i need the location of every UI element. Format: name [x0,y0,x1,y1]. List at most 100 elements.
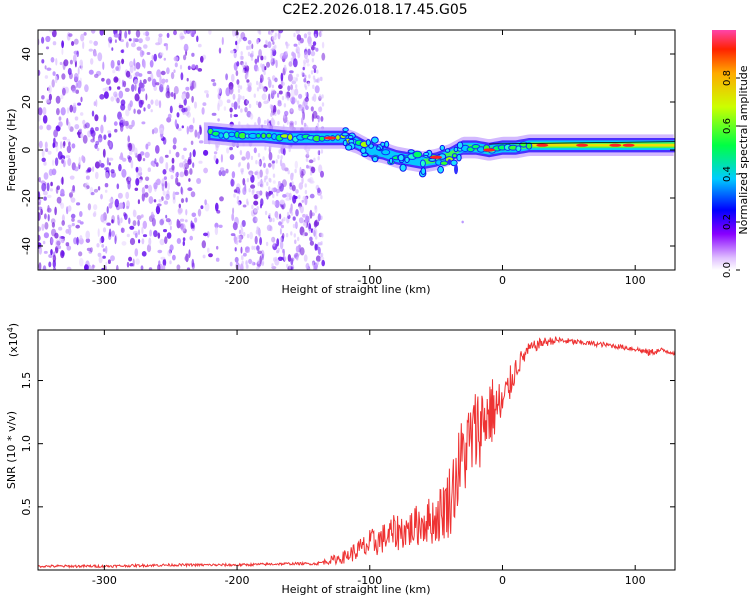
noise-speck [179,171,185,178]
noise-speck [132,209,137,218]
noise-speck [315,235,318,240]
noise-speck [177,207,183,214]
noise-speck [145,36,151,42]
noise-speck [135,61,141,70]
noise-speck [116,264,119,270]
noise-speck [291,80,297,85]
noise-speck [204,199,207,206]
noise-speck [105,245,108,254]
noise-speck [143,44,148,49]
noise-speck [172,144,177,150]
noise-speck [237,201,241,206]
noise-speck [237,84,240,89]
noise-speck [43,196,47,201]
noise-speck [276,109,281,115]
noise-speck [61,176,64,185]
noise-speck [301,101,306,111]
noise-speck [308,74,311,79]
noise-speck [283,216,286,222]
noise-speck [230,113,233,118]
noise-speck [258,49,262,58]
noise-speck [263,178,267,183]
noise-speck [249,45,252,50]
noise-speck [302,232,305,237]
noise-speck [185,209,188,216]
noise-speck [125,41,129,48]
noise-speck [321,259,326,267]
noise-speck [268,190,271,197]
noise-speck [45,148,49,152]
noise-speck [240,108,243,113]
noise-speck [57,245,62,249]
noise-speck [274,32,278,37]
noise-speck [257,172,261,180]
noise-speck [75,89,79,94]
noise-speck [155,162,159,167]
noise-speck [220,154,223,163]
noise-speck [263,44,268,48]
noise-speck [99,94,105,100]
noise-speck [186,267,191,270]
noise-speck [38,226,41,232]
noise-speck [111,47,114,51]
noise-speck [320,252,323,258]
noise-speck [236,34,239,39]
noise-speck [148,196,154,204]
spectrogram-xlabel: Height of straight line (km) [281,283,430,296]
noise-speck [316,260,320,266]
noise-speck [88,48,94,52]
noise-speck [240,51,243,56]
noise-speck [141,226,144,235]
noise-speck [189,152,192,159]
noise-speck [295,84,298,89]
noise-speck [244,183,247,192]
noise-speck [314,85,320,94]
noise-speck [76,50,79,58]
noise-speck [140,87,145,92]
noise-speck [240,227,244,235]
noise-speck [144,184,149,189]
noise-speck [150,211,154,219]
noise-speck [247,85,252,93]
noise-speck [301,199,305,203]
noise-speck [291,181,294,186]
noise-speck [241,260,244,265]
noise-speck [238,105,241,109]
noise-speck [185,91,190,99]
noise-speck [287,73,293,82]
noise-speck [229,146,234,151]
noise-speck [176,264,181,270]
noise-speck [280,224,284,229]
noise-speck [157,249,163,254]
y-tick-label: 20 [20,95,33,109]
noise-speck [159,156,164,164]
noise-speck [297,236,300,242]
noise-speck [66,145,72,154]
noise-speck [218,170,222,177]
noise-speck [268,30,271,35]
noise-speck [109,39,112,44]
noise-speck [279,237,283,242]
signal-blob [525,142,533,150]
noise-speck [99,30,104,36]
noise-speck [68,192,74,198]
noise-speck [70,197,76,203]
noise-speck [275,159,278,164]
noise-speck [218,47,222,54]
noise-speck [277,92,280,98]
noise-speck [321,52,326,61]
noise-speck [184,256,189,261]
noise-speck [307,178,312,183]
noise-speck [307,48,311,56]
noise-speck [82,119,86,125]
noise-speck [121,241,127,246]
noise-speck [172,254,176,261]
noise-speck [259,180,262,185]
noise-speck [62,87,66,96]
noise-speck [294,160,298,169]
noise-speck [102,255,106,259]
noise-speck [304,83,307,88]
noise-speck [78,156,81,166]
noise-speck [290,231,293,236]
noise-speck [82,134,88,144]
